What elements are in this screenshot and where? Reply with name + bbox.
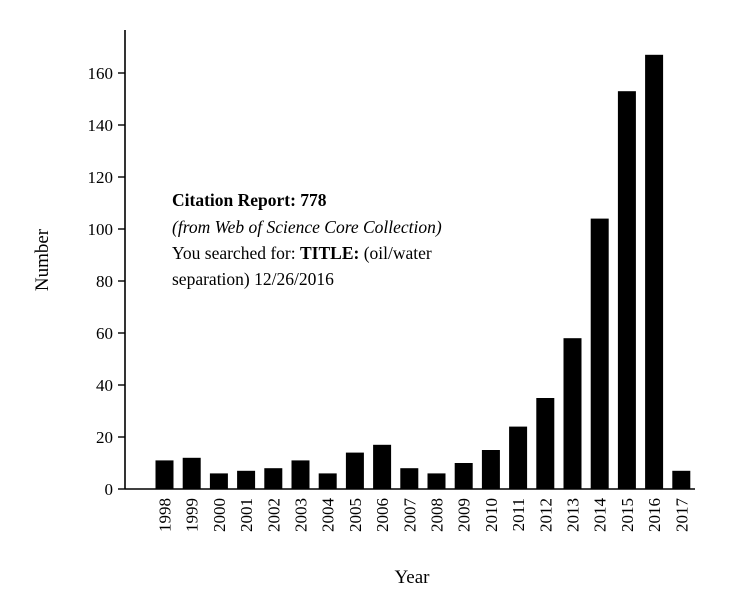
y-tick-label-160: 160 — [88, 64, 114, 83]
x-tick-label-2014: 2014 — [591, 498, 610, 533]
bar-2005 — [345, 452, 364, 489]
x-tick-label-2015: 2015 — [618, 498, 637, 532]
x-tick-label-2017: 2017 — [672, 498, 691, 533]
y-tick-label-80: 80 — [96, 272, 113, 291]
bar-2015 — [617, 91, 636, 489]
x-tick-label-2009: 2009 — [455, 498, 474, 532]
y-tick-label-20: 20 — [96, 428, 113, 447]
bars-group — [155, 54, 691, 490]
x-axis-ticks: 1998 1999 2000 2001 2002 2003 2004 2005 2006 2007… — [156, 498, 692, 533]
x-tick-label-2004: 2004 — [319, 498, 338, 533]
bar-2006 — [373, 444, 392, 489]
x-tick-label-2007: 2007 — [400, 498, 419, 533]
bar-2002 — [264, 468, 283, 489]
y-tick-label-60: 60 — [96, 324, 113, 343]
y-tick-label-120: 120 — [88, 168, 114, 187]
bar-2001 — [237, 470, 256, 489]
x-tick-label-1998: 1998 — [156, 498, 175, 532]
bar-2011 — [509, 426, 528, 489]
bar-2009 — [454, 463, 473, 489]
x-tick-label-2008: 2008 — [428, 498, 447, 532]
x-tick-label-2016: 2016 — [645, 498, 664, 532]
y-tick-label-140: 140 — [88, 116, 114, 135]
bar-2003 — [291, 460, 310, 489]
bar-2017 — [672, 470, 691, 489]
x-tick-label-2002: 2002 — [264, 498, 283, 532]
annotation-title: Citation Report: 778 — [172, 190, 327, 210]
x-axis-label: Year — [394, 567, 430, 588]
annotation-search-field: TITLE: — [300, 243, 359, 263]
bar-2000 — [209, 473, 228, 489]
y-axis-ticks: 0 20 40 60 80 100 120 140 160 — [88, 64, 125, 499]
bar-2012 — [536, 398, 555, 489]
y-tick-label-0: 0 — [105, 480, 114, 499]
bar-2013 — [563, 338, 582, 489]
annotation-search-term-end: separation) 12/26/2016 — [172, 269, 334, 289]
annotation-source: (from Web of Science Core Collection) — [172, 217, 442, 237]
x-tick-label-2001: 2001 — [237, 498, 256, 532]
y-tick-label-40: 40 — [96, 376, 113, 395]
bar-2010 — [481, 450, 500, 489]
bar-1998 — [155, 460, 174, 489]
x-tick-label-1999: 1999 — [183, 498, 202, 532]
annotation-box: Citation Report: 778 (from Web of Scienc… — [172, 190, 442, 289]
x-tick-label-2005: 2005 — [346, 498, 365, 532]
x-tick-label-2000: 2000 — [210, 498, 229, 532]
x-tick-label-2010: 2010 — [482, 498, 501, 532]
bar-2014 — [590, 218, 609, 489]
bar-2008 — [427, 473, 446, 489]
annotation-search-prefix: You searched for: — [172, 243, 300, 263]
bar-2007 — [400, 468, 419, 489]
x-tick-label-2003: 2003 — [292, 498, 311, 532]
y-axis-label: Number — [32, 228, 53, 291]
bar-1999 — [182, 457, 201, 489]
annotation-search-line: You searched for: TITLE: (oil/water — [172, 243, 432, 263]
annotation-search-term-start: (oil/water — [359, 243, 432, 263]
x-tick-label-2013: 2013 — [564, 498, 583, 532]
x-tick-label-2012: 2012 — [536, 498, 555, 532]
bar-2004 — [318, 473, 337, 489]
x-tick-label-2006: 2006 — [373, 498, 392, 532]
x-tick-label-2011: 2011 — [509, 498, 528, 531]
y-tick-label-100: 100 — [88, 220, 114, 239]
bar-2016 — [645, 54, 664, 490]
